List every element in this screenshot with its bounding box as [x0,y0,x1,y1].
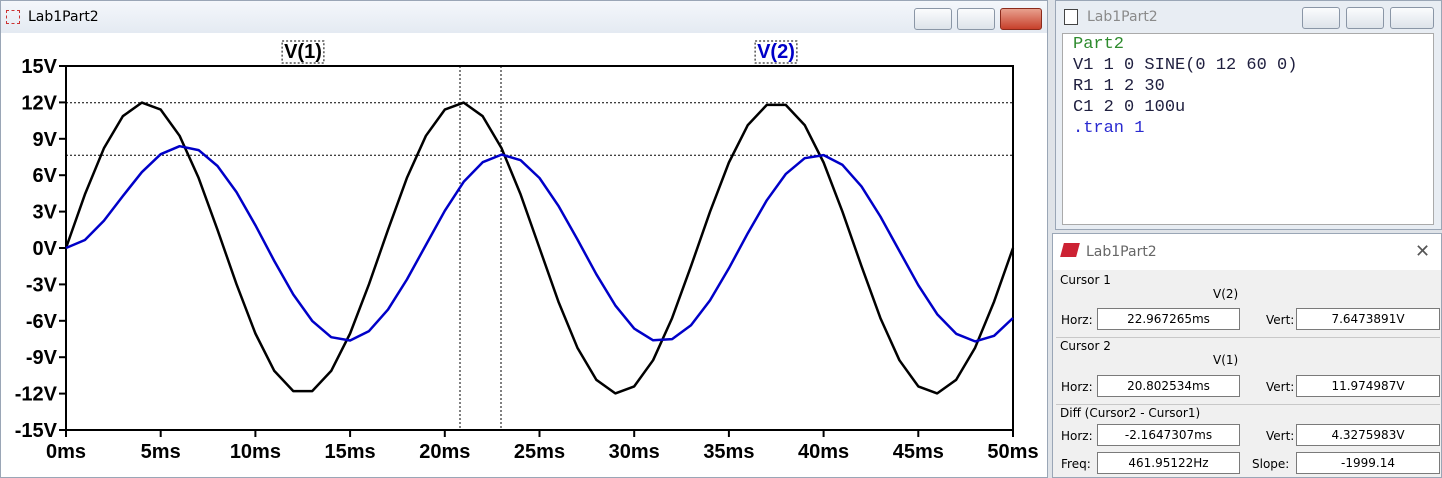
value-box: 461.95122Hz [1097,452,1240,474]
window-icon [1064,9,1078,25]
netlist-text-area [1062,33,1434,225]
trace-label: V(1) [284,41,322,63]
x-tick-label: 20ms [419,441,470,463]
window-title: Lab1Part2 [1086,244,1157,260]
netlist-line: R1 1 2 30 [1073,77,1165,96]
y-tick-label: -15V [15,420,58,442]
field-label: Vert: [1266,313,1295,327]
x-tick-label: 15ms [325,441,376,463]
x-tick-label: 45ms [893,441,944,463]
y-tick-label: -3V [26,274,58,296]
y-tick-label: -6V [26,311,58,333]
close-button[interactable]: ✕ [1415,241,1431,262]
netlist-line: Part2 [1073,35,1125,54]
trace-line [65,144,1014,343]
field-label: Horz: [1061,429,1093,443]
section-heading: Cursor 2 [1060,339,1111,353]
close-button[interactable] [1000,8,1042,30]
x-tick-label: 25ms [514,441,565,463]
netlist-line: .tran 1 [1073,119,1145,138]
x-tick-label: 40ms [798,441,849,463]
minimize-button[interactable] [1302,7,1340,29]
x-tick-label: 0ms [46,441,86,463]
window-title: Lab1Part2 [1087,9,1158,25]
maximize-button[interactable] [957,8,995,30]
field-label: Vert: [1266,429,1295,443]
title-bar [1053,234,1441,270]
y-tick-label: -12V [15,384,58,406]
title-bar [1,1,1047,33]
netlist-line: V1 1 0 SINE(0 12 60 0) [1073,56,1298,75]
window-title: Lab1Part2 [28,9,99,25]
field-label: Horz: [1061,380,1093,394]
x-tick-label: 10ms [230,441,281,463]
trace-label-box [281,40,325,64]
y-tick-label: 3V [33,202,58,224]
separator [1056,404,1440,405]
x-tick-label: 5ms [141,441,181,463]
maximize-button[interactable] [1346,7,1384,29]
section-heading: Diff (Cursor2 - Cursor1) [1060,406,1201,420]
y-tick-label: 9V [33,129,58,151]
value-box: 20.802534ms [1097,375,1240,397]
y-tick-label: 12V [21,92,57,114]
y-tick-label: 6V [33,165,58,187]
trace-label: V(2) [757,41,795,63]
y-tick-label: 0V [33,238,58,260]
x-tick-label: 30ms [609,441,660,463]
field-label: Horz: [1061,313,1093,327]
value-box: 22.967265ms [1097,308,1240,330]
close-button[interactable] [1390,7,1434,29]
value-box: 4.3275983V [1296,424,1440,446]
minimize-button[interactable] [914,8,952,30]
value-box: -2.1647307ms [1097,424,1240,446]
trace-line [64,101,1015,395]
value-box: -1999.14 [1296,452,1440,474]
section-heading: Cursor 1 [1060,273,1111,287]
field-label: Vert: [1266,380,1295,394]
x-tick-label: 35ms [703,441,754,463]
window-icon [6,10,20,24]
y-tick-label: -9V [26,347,58,369]
netlist-line: C1 2 0 100u [1073,98,1186,117]
y-tick-label: 15V [21,56,57,78]
x-tick-label: 50ms [987,441,1038,463]
value-box: 11.974987V [1296,375,1440,397]
field-label: Freq: [1061,457,1091,471]
trace-label-box [754,40,798,64]
value-box: 7.6473891V [1296,308,1440,330]
separator [1056,337,1440,338]
trace-name: V(1) [1213,353,1239,367]
trace-name: V(2) [1213,287,1239,301]
field-label: Slope: [1252,457,1290,471]
